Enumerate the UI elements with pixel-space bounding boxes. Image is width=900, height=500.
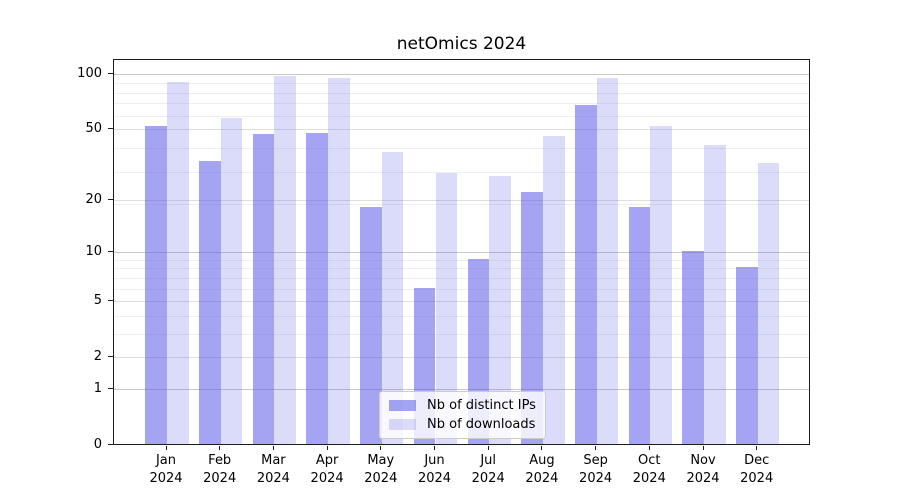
gridline xyxy=(114,128,809,130)
x-tick-mark xyxy=(165,446,167,450)
bar-dec-distinct-ips xyxy=(736,267,758,444)
bar-mar-distinct-ips xyxy=(252,134,275,444)
gridline xyxy=(114,389,809,391)
gridline xyxy=(114,200,809,202)
bar-dec-downloads xyxy=(757,162,780,444)
bar-nov-distinct-ips xyxy=(682,251,704,444)
y-axis-tick-label: 20 xyxy=(85,192,102,208)
y-axis-tick-label: 10 xyxy=(85,244,102,260)
gridline xyxy=(114,356,809,358)
x-axis-tick-label: Nov 2024 xyxy=(686,453,720,486)
y-axis-tick-label: 100 xyxy=(77,65,102,81)
bar-oct-distinct-ips xyxy=(628,207,651,444)
x-tick-mark xyxy=(756,446,758,450)
bar-sep-distinct-ips xyxy=(574,104,597,444)
y-axis-tick-label: 0 xyxy=(93,437,102,452)
bar-nov-downloads xyxy=(704,145,726,444)
bar-jan-distinct-ips xyxy=(145,126,167,444)
plot-area: Nb of distinct IPs Nb of downloads xyxy=(113,59,810,445)
legend-label-downloads: Nb of downloads xyxy=(427,417,536,432)
gridline xyxy=(114,83,809,85)
bar-aug-downloads xyxy=(542,136,565,444)
y-tick-mark xyxy=(108,72,113,74)
gridline xyxy=(114,277,809,279)
bar-jun-downloads xyxy=(435,173,458,444)
y-tick-mark xyxy=(108,251,113,253)
legend-swatch-distinct-ips xyxy=(389,400,416,411)
gridline xyxy=(114,171,809,173)
bar-may-downloads xyxy=(381,151,404,444)
x-axis-tick-label: Feb 2024 xyxy=(203,453,237,486)
x-axis-tick-label: Jul 2024 xyxy=(471,453,505,486)
x-axis-tick-label: Apr 2024 xyxy=(310,453,344,486)
y-tick-mark xyxy=(108,444,113,445)
x-tick-mark xyxy=(487,446,489,450)
x-tick-mark xyxy=(272,446,274,450)
x-tick-mark xyxy=(434,446,435,450)
bar-mar-downloads xyxy=(274,76,297,444)
x-tick-mark xyxy=(380,446,382,450)
x-axis-tick-label: Aug 2024 xyxy=(525,453,559,486)
legend-item-downloads: Nb of downloads xyxy=(389,417,536,432)
bar-oct-downloads xyxy=(650,126,672,444)
x-axis-tick-label: May 2024 xyxy=(364,453,398,486)
legend-swatch-downloads xyxy=(389,419,416,430)
gridline xyxy=(114,204,809,206)
x-axis-tick-label: Sep 2024 xyxy=(579,453,613,486)
gridline xyxy=(114,73,809,75)
legend-item-distinct-ips: Nb of distinct IPs xyxy=(389,398,536,413)
x-tick-mark xyxy=(702,446,704,450)
gridline xyxy=(114,103,809,105)
chart-title: netOmics 2024 xyxy=(396,34,527,54)
x-tick-mark xyxy=(541,446,543,450)
gridline xyxy=(114,259,809,261)
y-tick-mark xyxy=(108,127,113,129)
y-axis-tick-label: 2 xyxy=(93,348,102,364)
y-tick-mark xyxy=(108,299,113,301)
gridline xyxy=(114,148,809,150)
x-tick-mark xyxy=(648,446,650,450)
x-axis-tick-label: Jan 2024 xyxy=(149,453,183,486)
y-tick-mark xyxy=(108,355,113,357)
gridline xyxy=(114,315,809,317)
bar-apr-distinct-ips xyxy=(306,132,329,444)
bar-feb-downloads xyxy=(220,117,243,444)
y-tick-mark xyxy=(108,199,113,201)
gridline xyxy=(114,333,809,335)
gridline xyxy=(114,92,809,94)
gridline xyxy=(114,252,809,254)
x-tick-mark xyxy=(326,446,328,450)
bar-feb-distinct-ips xyxy=(199,160,221,444)
x-axis-tick-label: Jun 2024 xyxy=(417,453,452,486)
bar-jan-downloads xyxy=(167,82,189,444)
bar-sep-downloads xyxy=(596,77,619,444)
x-axis-tick-label: Dec 2024 xyxy=(740,453,774,486)
gridline xyxy=(114,300,809,302)
x-axis-tick-label: Oct 2024 xyxy=(632,453,666,486)
y-tick-mark xyxy=(108,388,113,390)
y-axis-tick-label: 50 xyxy=(85,120,102,136)
y-axis-tick-label: 1 xyxy=(93,381,102,397)
legend-label-distinct-ips: Nb of distinct IPs xyxy=(427,398,536,413)
legend: Nb of distinct IPs Nb of downloads xyxy=(379,391,546,439)
x-axis-tick-label: Mar 2024 xyxy=(256,453,290,486)
gridline xyxy=(114,268,809,270)
x-tick-mark xyxy=(219,446,221,450)
gridline xyxy=(114,288,809,290)
bar-aug-distinct-ips xyxy=(521,191,543,444)
bar-jul-downloads xyxy=(489,176,511,444)
bar-apr-downloads xyxy=(328,77,350,444)
x-tick-mark xyxy=(595,446,597,450)
bar-may-distinct-ips xyxy=(360,207,382,444)
y-axis-tick-label: 5 xyxy=(93,292,102,308)
gridline xyxy=(114,115,809,117)
